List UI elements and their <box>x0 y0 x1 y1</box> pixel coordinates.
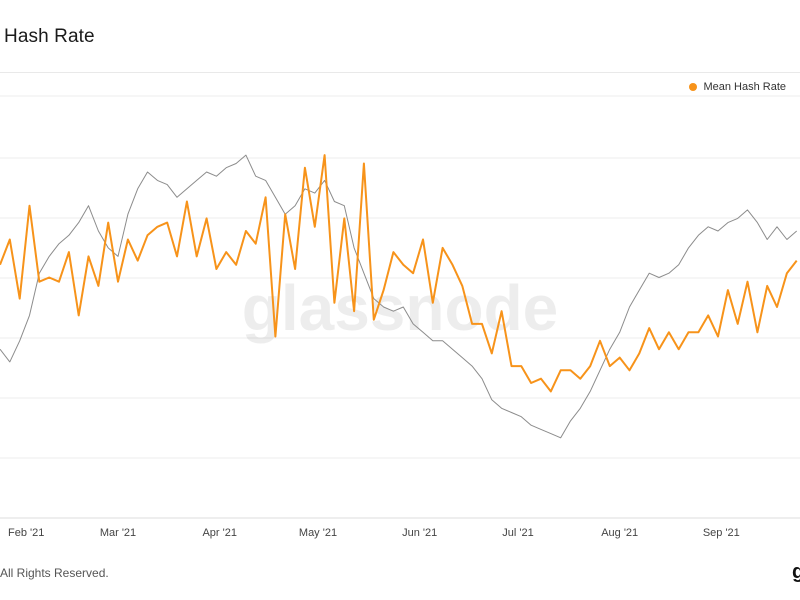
legend-dot-icon <box>689 83 698 91</box>
header-divider <box>0 72 800 73</box>
x-tick-label: Mar '21 <box>100 527 136 539</box>
x-tick-label: May '21 <box>299 527 337 539</box>
series-lines <box>0 154 798 439</box>
footer-copyright: All Rights Reserved. <box>0 566 109 580</box>
legend-label: Mean Hash Rate <box>703 81 786 93</box>
x-axis: Feb '21 Mar '21 Apr '21 May '21 Jun '21 Jul '… <box>0 517 800 539</box>
x-tick-label: Sep '21 <box>703 527 740 539</box>
x-tick-label: Aug '21 <box>601 527 638 539</box>
x-tick-label: Jul '21 <box>502 527 533 539</box>
series-line-secondary <box>0 154 798 439</box>
page-title: n Hash Rate <box>0 26 95 47</box>
x-tick-label: Feb '21 <box>8 527 44 539</box>
x-tick-label: Jun '21 <box>402 527 437 539</box>
x-tick-label: Apr '21 <box>202 527 237 539</box>
logo-mark: g <box>792 561 800 583</box>
chart-legend[interactable]: Mean Hash Rate <box>689 81 786 93</box>
series-line-mean-hash-rate <box>0 154 798 393</box>
